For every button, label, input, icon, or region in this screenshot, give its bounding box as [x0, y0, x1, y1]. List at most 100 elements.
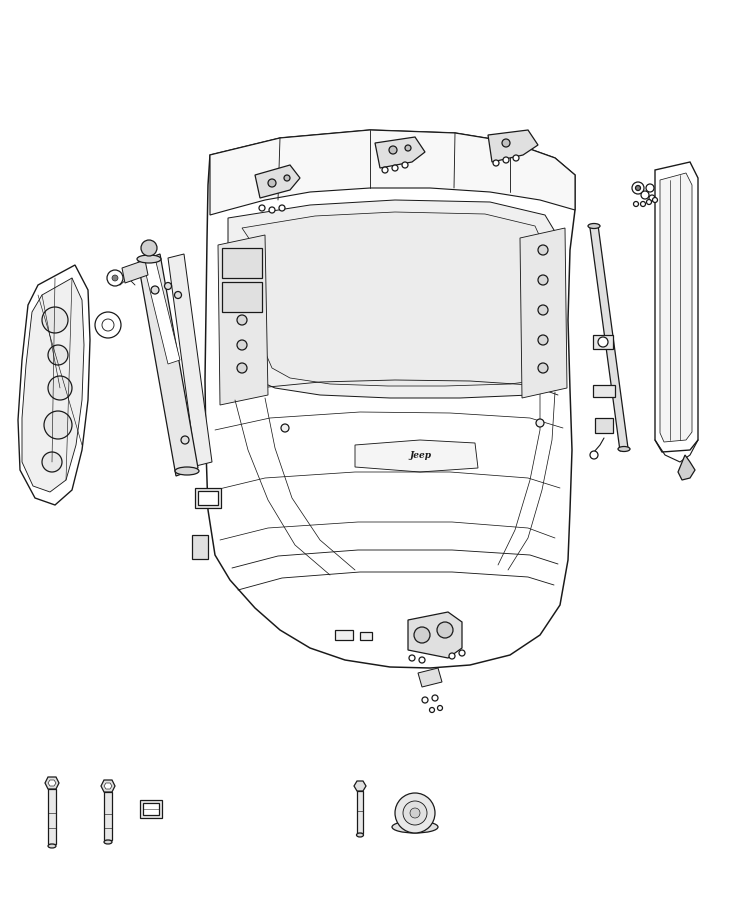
Circle shape — [641, 191, 649, 199]
Polygon shape — [138, 254, 198, 476]
Circle shape — [640, 202, 645, 206]
Circle shape — [382, 167, 388, 173]
Bar — [192, 535, 208, 559]
Circle shape — [42, 452, 62, 472]
Bar — [357, 791, 363, 833]
Circle shape — [632, 182, 644, 194]
Bar — [104, 792, 112, 840]
Circle shape — [268, 179, 276, 187]
Polygon shape — [354, 781, 366, 791]
Circle shape — [42, 307, 68, 333]
Polygon shape — [488, 130, 538, 162]
Circle shape — [44, 411, 72, 439]
Bar — [195, 488, 221, 508]
Polygon shape — [218, 235, 268, 405]
Circle shape — [414, 627, 430, 643]
Bar — [143, 803, 159, 815]
Circle shape — [237, 260, 247, 270]
Bar — [335, 630, 353, 640]
Circle shape — [538, 335, 548, 345]
Polygon shape — [660, 173, 692, 442]
Bar — [593, 335, 613, 349]
Polygon shape — [143, 258, 180, 364]
Circle shape — [409, 655, 415, 661]
Circle shape — [590, 451, 598, 459]
Circle shape — [48, 345, 68, 365]
Polygon shape — [22, 278, 84, 492]
Polygon shape — [678, 455, 695, 480]
Circle shape — [112, 275, 118, 281]
Ellipse shape — [104, 840, 112, 844]
Circle shape — [107, 270, 123, 286]
Ellipse shape — [137, 255, 161, 263]
Polygon shape — [355, 440, 478, 472]
Circle shape — [237, 363, 247, 373]
Circle shape — [237, 315, 247, 325]
Ellipse shape — [356, 833, 364, 837]
Circle shape — [237, 290, 247, 300]
Polygon shape — [418, 668, 442, 687]
Circle shape — [281, 424, 289, 432]
Polygon shape — [242, 212, 545, 386]
Polygon shape — [590, 225, 628, 451]
Ellipse shape — [392, 821, 438, 833]
Polygon shape — [255, 165, 300, 198]
Text: Jeep: Jeep — [409, 451, 431, 460]
Polygon shape — [122, 260, 148, 283]
Polygon shape — [655, 162, 698, 452]
Circle shape — [634, 202, 639, 206]
Polygon shape — [228, 200, 560, 398]
Circle shape — [430, 707, 434, 713]
Polygon shape — [375, 137, 425, 168]
Circle shape — [151, 286, 159, 294]
Polygon shape — [210, 130, 575, 215]
Circle shape — [598, 337, 608, 347]
Circle shape — [503, 157, 509, 163]
Circle shape — [95, 312, 121, 338]
Bar — [595, 418, 613, 433]
Circle shape — [181, 436, 189, 444]
Ellipse shape — [618, 446, 630, 452]
Circle shape — [395, 793, 435, 833]
Bar — [198, 491, 218, 505]
Circle shape — [538, 245, 548, 255]
Polygon shape — [101, 780, 115, 792]
Bar — [222, 282, 262, 312]
Circle shape — [513, 155, 519, 161]
Circle shape — [649, 195, 655, 201]
Circle shape — [646, 200, 651, 204]
Circle shape — [538, 363, 548, 373]
Circle shape — [48, 376, 72, 400]
Polygon shape — [168, 254, 212, 466]
Polygon shape — [48, 780, 56, 786]
Circle shape — [653, 197, 657, 202]
Circle shape — [237, 340, 247, 350]
Circle shape — [279, 205, 285, 211]
Circle shape — [502, 139, 510, 147]
Polygon shape — [18, 265, 90, 505]
Circle shape — [402, 162, 408, 168]
Ellipse shape — [48, 844, 56, 848]
Bar — [222, 248, 262, 278]
Circle shape — [174, 292, 182, 299]
Circle shape — [392, 165, 398, 171]
Circle shape — [422, 697, 428, 703]
Bar — [360, 632, 372, 640]
Circle shape — [389, 146, 397, 154]
Circle shape — [437, 706, 442, 710]
Bar — [140, 800, 162, 818]
Ellipse shape — [588, 223, 600, 229]
Ellipse shape — [175, 467, 199, 475]
Polygon shape — [205, 130, 575, 668]
Circle shape — [459, 650, 465, 656]
Circle shape — [432, 695, 438, 701]
Circle shape — [102, 319, 114, 331]
Circle shape — [636, 185, 640, 191]
Circle shape — [403, 801, 427, 825]
Circle shape — [269, 207, 275, 213]
Circle shape — [284, 175, 290, 181]
Polygon shape — [408, 612, 462, 658]
Circle shape — [410, 808, 420, 818]
Circle shape — [538, 305, 548, 315]
Circle shape — [419, 657, 425, 663]
